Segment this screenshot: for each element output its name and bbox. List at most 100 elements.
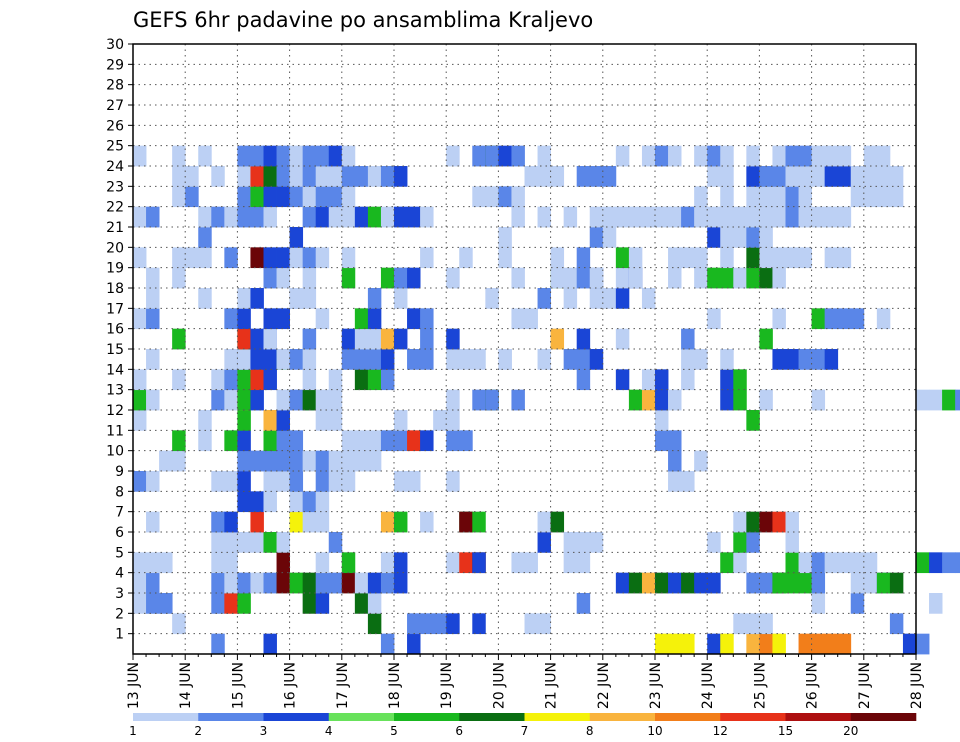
precip-cell bbox=[172, 430, 186, 452]
precip-cell bbox=[172, 145, 186, 167]
x-tick-label: 18 JUN bbox=[387, 662, 403, 709]
y-tick-label: 23 bbox=[106, 179, 124, 195]
precip-cell bbox=[289, 288, 317, 309]
precip-cell bbox=[367, 349, 382, 370]
precip-cell bbox=[302, 166, 317, 187]
precip-cell bbox=[798, 247, 812, 269]
precip-cell bbox=[850, 308, 865, 330]
precip-cell bbox=[707, 633, 721, 655]
x-tick-label: 27 JUN bbox=[857, 662, 873, 709]
precip-cell bbox=[641, 572, 656, 594]
precip-cell bbox=[668, 450, 682, 472]
precip-cell bbox=[420, 328, 434, 350]
precip-cell bbox=[824, 166, 852, 187]
precip-cell bbox=[668, 206, 682, 228]
colorbar-swatch bbox=[655, 713, 721, 721]
precip-cell bbox=[576, 328, 591, 350]
precip-cell bbox=[302, 389, 317, 411]
precip-cell bbox=[276, 349, 290, 370]
colorbar-label: 6 bbox=[455, 724, 463, 738]
precip-cell bbox=[655, 369, 669, 391]
precip-cell bbox=[537, 206, 551, 228]
precip-cell bbox=[889, 186, 904, 208]
precip-cell bbox=[759, 206, 773, 228]
precip-cell bbox=[811, 206, 826, 228]
precip-cell bbox=[746, 532, 760, 553]
precip-cell bbox=[394, 410, 408, 431]
y-tick-label: 12 bbox=[106, 403, 124, 419]
precip-cell bbox=[511, 389, 525, 411]
precip-cell bbox=[341, 349, 369, 370]
y-tick-label: 10 bbox=[106, 444, 124, 460]
precip-cell bbox=[302, 369, 317, 391]
precip-cell bbox=[289, 145, 304, 167]
precip-cell bbox=[759, 186, 786, 208]
y-tick-label: 11 bbox=[106, 423, 124, 439]
y-tick-label: 30 bbox=[106, 37, 124, 53]
precip-cell bbox=[746, 410, 760, 431]
precip-cell bbox=[211, 532, 238, 553]
precip-cell bbox=[224, 308, 238, 330]
precip-cell bbox=[472, 186, 486, 208]
precip-cell bbox=[733, 613, 773, 635]
precip-cell bbox=[211, 572, 225, 594]
precip-cell bbox=[315, 389, 330, 411]
precip-cell bbox=[407, 308, 421, 330]
precip-cell bbox=[511, 308, 525, 330]
precip-cell bbox=[641, 389, 656, 411]
precip-cell bbox=[720, 389, 734, 411]
precip-cell bbox=[733, 532, 747, 553]
precip-cell bbox=[916, 552, 930, 574]
precip-cell bbox=[276, 145, 290, 167]
precip-cell bbox=[576, 552, 591, 574]
precip-cell bbox=[668, 572, 682, 594]
y-tick-label: 16 bbox=[106, 322, 124, 338]
precip-cell bbox=[289, 430, 304, 452]
chart-title: GEFS 6hr padavine po ansamblima Kraljevo bbox=[133, 8, 593, 32]
precip-cell bbox=[328, 450, 343, 472]
precip-cell bbox=[394, 328, 408, 350]
precip-cell bbox=[146, 511, 160, 533]
precip-cell bbox=[289, 450, 304, 472]
precip-cell bbox=[876, 166, 904, 187]
precip-cell bbox=[263, 247, 277, 269]
precip-cell bbox=[798, 186, 812, 208]
precip-cell bbox=[511, 186, 525, 208]
precip-cell bbox=[172, 369, 186, 391]
precip-cell bbox=[250, 186, 264, 208]
precip-cell bbox=[224, 369, 238, 391]
precip-cell bbox=[524, 166, 565, 187]
precip-cell bbox=[276, 430, 290, 452]
precip-cell bbox=[224, 389, 238, 411]
precip-cell bbox=[237, 349, 251, 370]
precip-cell bbox=[341, 572, 356, 594]
precip-cell bbox=[759, 389, 773, 411]
precip-cell bbox=[759, 267, 773, 289]
y-tick-label: 6 bbox=[115, 525, 124, 541]
precip-cell bbox=[707, 308, 721, 330]
colorbar-swatch bbox=[328, 713, 395, 721]
precip-cell bbox=[720, 186, 734, 208]
colorbar-swatch bbox=[133, 713, 199, 721]
precip-cell bbox=[224, 572, 238, 594]
precip-cell bbox=[446, 349, 486, 370]
precip-cell bbox=[446, 471, 460, 492]
precip-cell bbox=[289, 247, 304, 269]
precip-cell bbox=[198, 145, 212, 167]
precip-cell bbox=[811, 552, 826, 574]
precip-cell bbox=[407, 430, 421, 452]
y-tick-label: 26 bbox=[106, 118, 124, 134]
precip-cell bbox=[550, 247, 565, 269]
precip-cell bbox=[459, 511, 473, 533]
precip-cell bbox=[798, 633, 852, 655]
precip-cell bbox=[746, 186, 760, 208]
precip-cell bbox=[250, 206, 264, 228]
precip-cell bbox=[772, 267, 786, 289]
precip-cell bbox=[850, 186, 865, 208]
precip-cell bbox=[198, 247, 212, 269]
precip-cell bbox=[198, 227, 212, 248]
precip-cell bbox=[785, 166, 799, 187]
x-tick-label: 25 JUN bbox=[752, 662, 768, 709]
precip-cell bbox=[237, 430, 251, 452]
